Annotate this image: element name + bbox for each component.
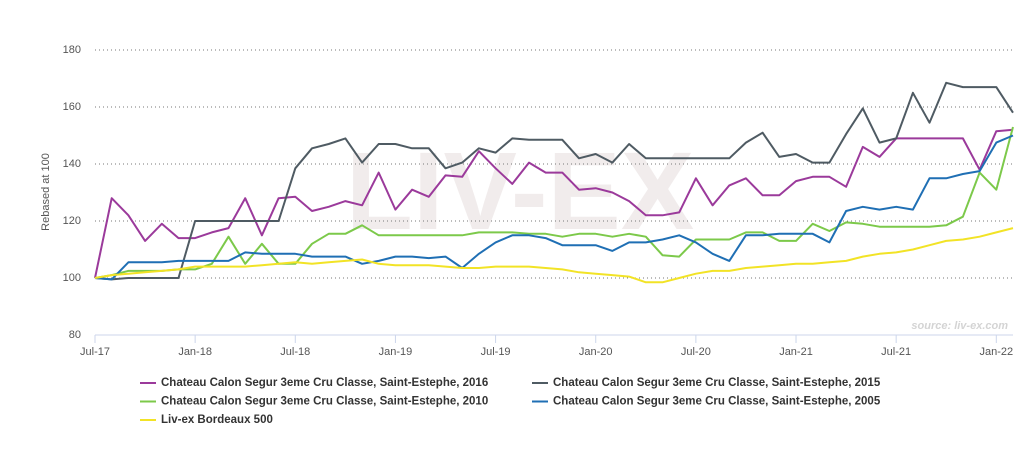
series-line [94,128,1014,279]
x-tick-label: Jul-18 [280,346,310,358]
y-axis-label: Rebased at 100 [40,153,52,231]
series-line [94,134,1014,281]
y-tick-label: 80 [69,329,81,341]
legend-label: Liv-ex Bordeaux 500 [161,414,273,426]
x-tick-label: Jul-20 [681,346,711,358]
x-tick-label: Jan-20 [579,346,613,358]
y-tick-label: 180 [63,44,81,56]
x-tick-label: Jan-19 [379,346,413,358]
series-line [94,126,1014,279]
legend-label: Chateau Calon Segur 3eme Cru Classe, Sai… [553,396,881,408]
x-tick-label: Jul-17 [80,346,110,358]
x-tick-label: Jan-22 [979,346,1013,358]
y-tick-label: 100 [63,272,81,284]
y-tick-label: 160 [63,101,81,113]
x-tick-label: Jul-21 [881,346,911,358]
source-note: source: liv-ex.com [911,320,1008,332]
y-tick-label: 120 [63,215,81,227]
x-tick-label: Jul-19 [481,346,511,358]
series-line [94,81,1014,281]
x-tick-label: Jan-18 [178,346,212,358]
y-tick-label: 140 [63,158,81,170]
legend-label: Chateau Calon Segur 3eme Cru Classe, Sai… [553,377,881,389]
x-tick-label: Jan-21 [779,346,813,358]
series-line [94,227,1014,284]
legend-label: Chateau Calon Segur 3eme Cru Classe, Sai… [161,396,488,408]
legend: Chateau Calon Segur 3eme Cru Classe, Sai… [140,377,881,426]
legend-label: Chateau Calon Segur 3eme Cru Classe, Sai… [161,377,488,389]
